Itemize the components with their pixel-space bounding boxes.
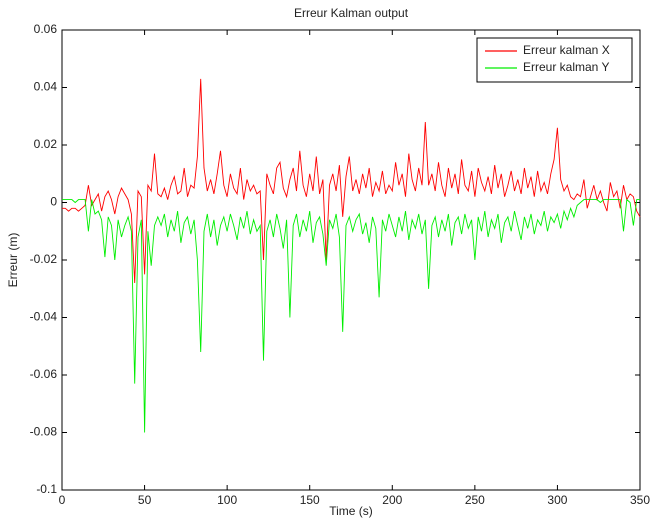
legend-box xyxy=(476,37,633,83)
x-tick-label: 300 xyxy=(547,493,567,507)
y-tick-label: -0.06 xyxy=(30,367,58,381)
y-tick-label: -0.1 xyxy=(36,482,57,496)
legend-label: Erreur kalman Y xyxy=(523,60,609,74)
x-axis-label: Time (s) xyxy=(329,504,373,518)
x-tick-label: 0 xyxy=(59,493,66,507)
x-tick-label: 250 xyxy=(465,493,485,507)
y-tick-label: -0.08 xyxy=(30,425,58,439)
chart-title: Erreur Kalman output xyxy=(294,6,409,20)
data-line xyxy=(62,78,641,284)
y-axis-label: Erreur (m) xyxy=(6,233,20,288)
y-tick-label: 0 xyxy=(50,195,57,209)
x-tick-label: 50 xyxy=(138,493,152,507)
plot-area xyxy=(61,29,641,491)
x-tick-label: 150 xyxy=(300,493,320,507)
y-tick-label: -0.04 xyxy=(30,310,58,324)
x-tick-label: 200 xyxy=(382,493,402,507)
y-tick-label: -0.02 xyxy=(30,252,58,266)
legend-label: Erreur kalman X xyxy=(523,43,610,57)
x-tick-label: 350 xyxy=(630,493,650,507)
data-line xyxy=(62,198,640,433)
y-tick-label: 0.04 xyxy=(34,80,58,94)
x-tick-label: 100 xyxy=(217,493,237,507)
y-tick-label: 0.02 xyxy=(34,137,58,151)
y-tick-label: 0.06 xyxy=(34,22,58,36)
